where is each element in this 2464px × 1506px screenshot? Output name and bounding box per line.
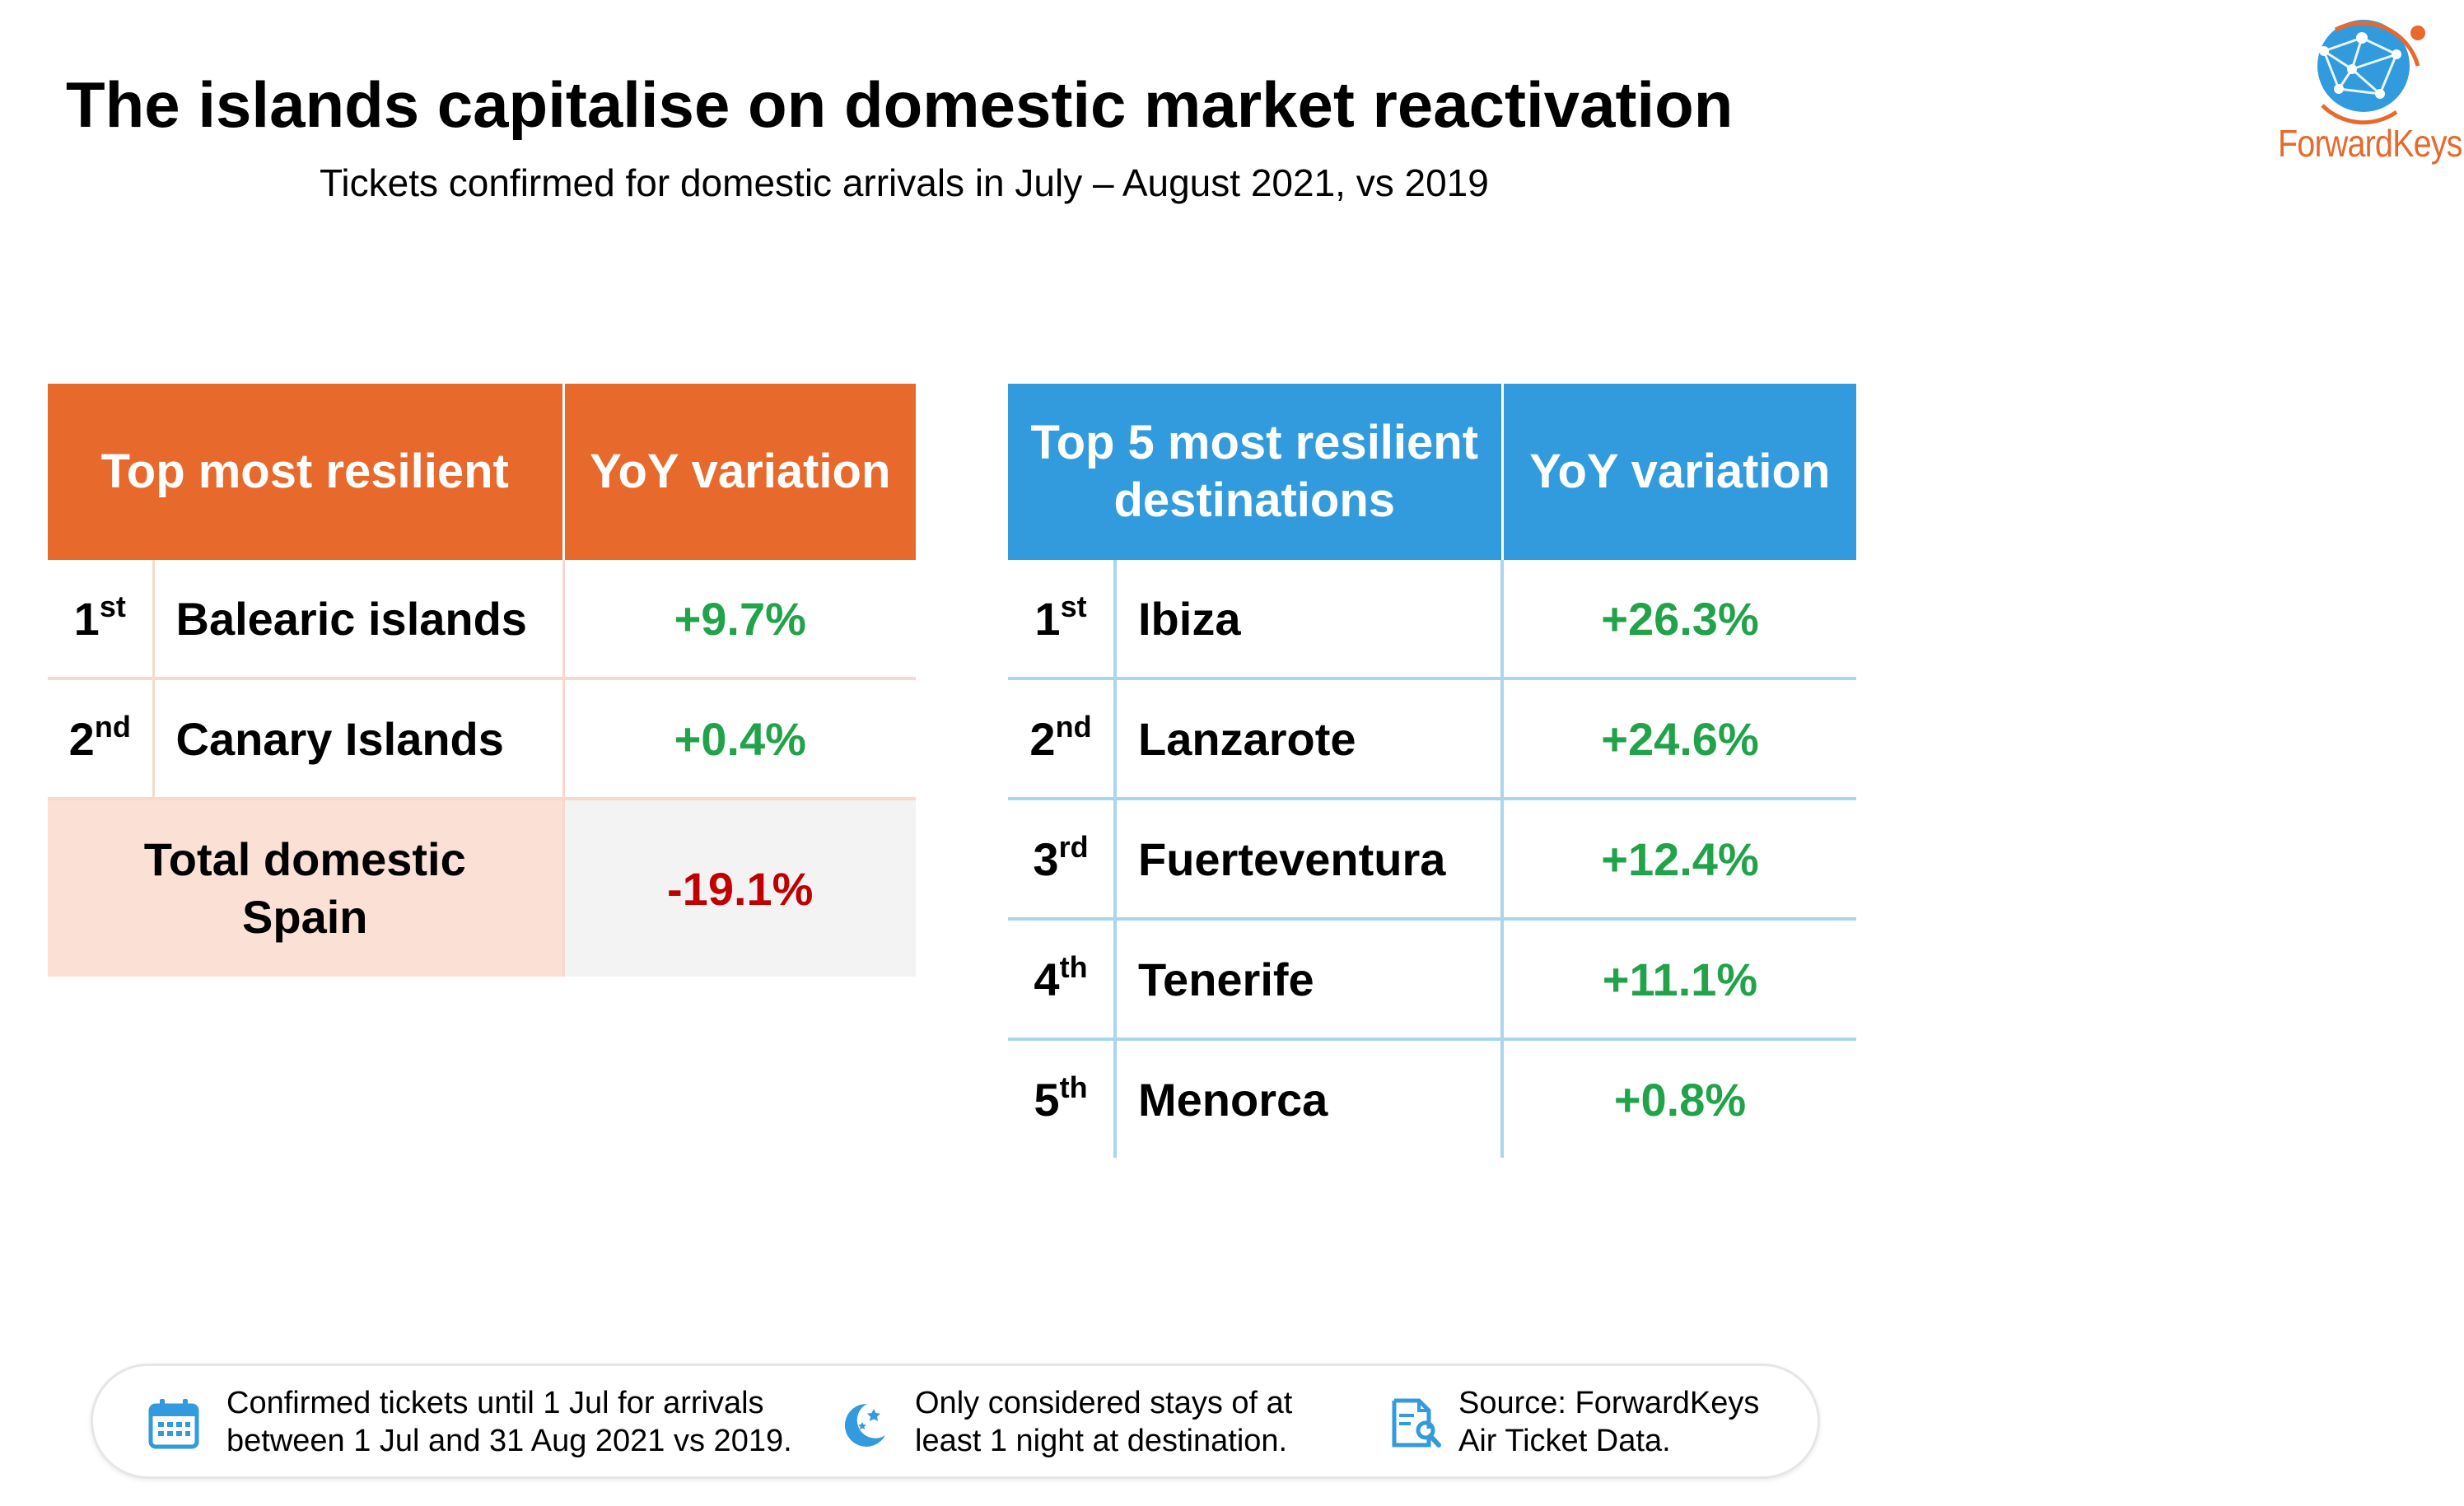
rank-cell: 1st — [1008, 560, 1117, 680]
destination-name: Ibiza — [1115, 560, 1504, 680]
left-header-name: Top most resilient — [48, 384, 565, 560]
table-row: 5th Menorca +0.8% — [1008, 1039, 1856, 1158]
rank-cell: 4th — [1008, 919, 1117, 1041]
table-row: 1st Balearic islands +9.7% — [48, 560, 916, 680]
footer-note-stays: Only considered stays of at least 1 night… — [915, 1386, 1293, 1458]
moon-stars-icon — [844, 1403, 885, 1447]
total-row: Total domestic Spain -19.1% — [48, 799, 916, 977]
destination-name: Fuerteventura — [1115, 799, 1504, 921]
yoy-value: +24.6% — [1502, 678, 1856, 800]
rank-cell: 2nd — [1008, 678, 1117, 800]
total-value: -19.1% — [563, 799, 916, 977]
table-row: 3rd Fuerteventura +12.4% — [1008, 799, 1856, 921]
page-title: The islands capitalise on domestic marke… — [66, 68, 1734, 141]
rank-cell: 3rd — [1008, 799, 1117, 921]
top-resilient-table: Top most resilient YoY variation 1st Bal… — [48, 384, 916, 977]
total-label: Total domestic Spain — [48, 799, 565, 977]
yoy-value: +0.8% — [1613, 1073, 1747, 1126]
footer-note-dates: Confirmed tickets until 1 Jul for arriva… — [226, 1386, 792, 1458]
left-header-value: YoY variation — [563, 384, 916, 560]
document-search-icon — [1392, 1398, 1441, 1448]
yoy-value: +26.3% — [1502, 560, 1856, 680]
rank-cell: 5th — [1008, 1039, 1117, 1158]
page-subtitle: Tickets confirmed for domestic arrivals … — [320, 161, 1489, 204]
logo-text: ForwardKeys — [2278, 122, 2462, 165]
region-name: Balearic islands — [153, 560, 565, 680]
table-row: 1st Ibiza +26.3% — [1008, 560, 1856, 680]
table-row: 4th Tenerife +11.1% — [1008, 919, 1856, 1041]
yoy-value: +9.7% — [563, 560, 916, 680]
destination-name: Tenerife — [1115, 919, 1504, 1041]
yoy-value: +11.1% — [1502, 919, 1856, 1041]
footer-note-source: Source: ForwardKeys Air Ticket Data. — [1458, 1386, 1760, 1458]
forwardkeys-logo-icon — [2317, 20, 2425, 125]
footer-notes: Confirmed tickets until 1 Jul for arriva… — [91, 1364, 1820, 1479]
right-header-value: YoY variation — [1502, 384, 1856, 560]
top-destinations-table: Top 5 most resilient destinations YoY var… — [1008, 384, 1856, 1158]
yoy-value: +12.4% — [1502, 799, 1856, 921]
right-header-name: Top 5 most resilient destinations — [1008, 384, 1504, 560]
yoy-value: +0.4% — [563, 678, 916, 800]
destination-name: Menorca — [1115, 1039, 1504, 1158]
rank-cell: 1st — [48, 560, 155, 680]
table-row: 2nd Canary Islands +0.4% — [48, 678, 916, 800]
region-name: Canary Islands — [153, 678, 565, 800]
table-row: 2nd Lanzarote +24.6% — [1008, 678, 1856, 800]
rank-cell: 2nd — [48, 678, 155, 800]
destination-name: Lanzarote — [1115, 678, 1504, 800]
calendar-icon — [148, 1399, 199, 1449]
